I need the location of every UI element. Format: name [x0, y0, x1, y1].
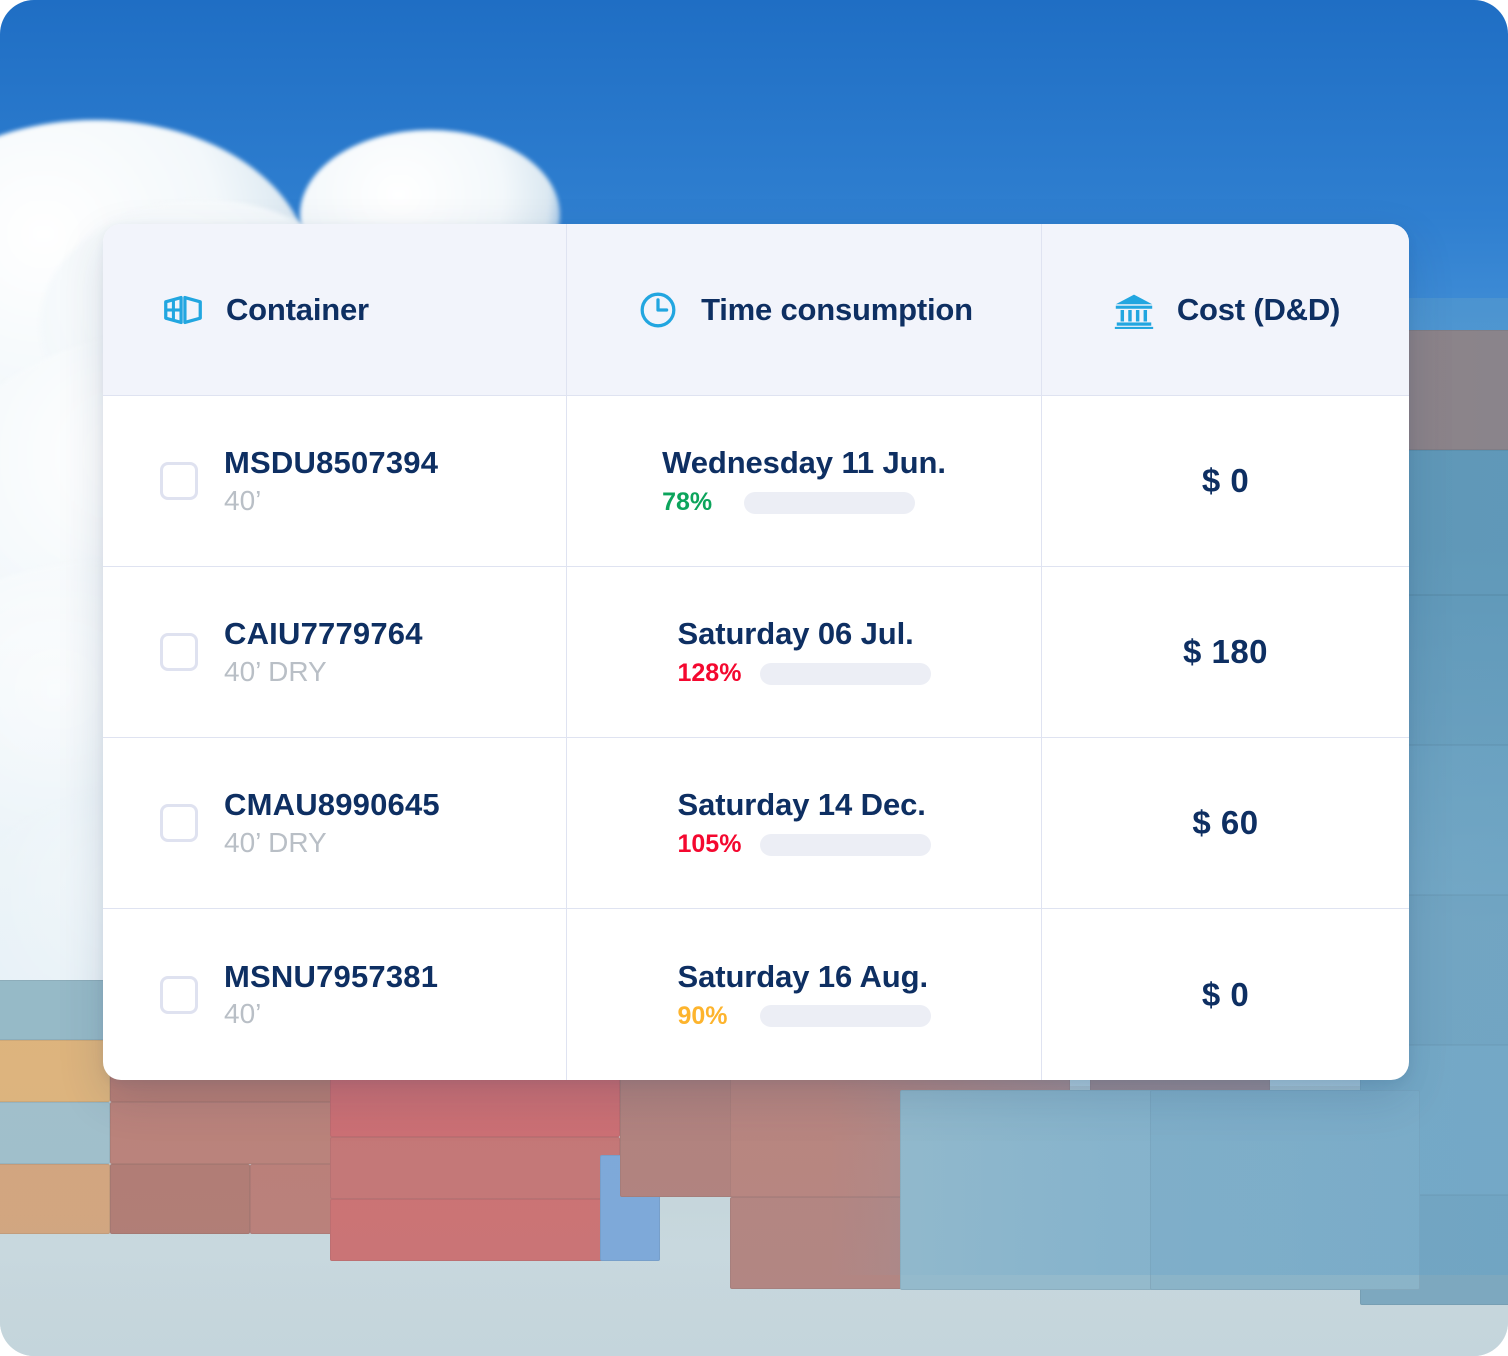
table-row: CAIU7779764 40’ DRY Saturday 06 Jul. 128…: [103, 567, 1409, 738]
cell-time-consumption: Saturday 16 Aug. 90%: [566, 909, 1041, 1080]
container-id: MSDU8507394: [224, 445, 439, 481]
container-stack-far-right: [900, 1090, 1420, 1300]
container-type: 40’: [224, 998, 262, 1030]
cell-container: MSDU8507394 40’: [103, 396, 566, 567]
container-id: MSNU7957381: [224, 958, 439, 994]
container-type: 40’ DRY: [224, 826, 327, 858]
column-header-time-consumption[interactable]: Time consumption: [566, 224, 1041, 396]
container-stack-mid-left: [330, 1075, 660, 1275]
cost-value: $ 180: [1182, 633, 1269, 670]
cell-container: MSNU7957381 40’: [103, 909, 566, 1080]
container-type: 40’: [224, 484, 262, 516]
column-header-label: Time consumption: [701, 291, 973, 327]
progress-bar: 128%: [678, 659, 931, 688]
table-row: MSDU8507394 40’ Wednesday 11 Jun. 78% $ …: [103, 396, 1409, 567]
cost-value: $ 60: [1192, 804, 1259, 841]
column-header-label: Cost (D&D): [1176, 291, 1341, 327]
time-date: Saturday 14 Dec.: [677, 787, 926, 822]
container-type: 40’ DRY: [224, 655, 327, 687]
shipping-container-icon: [160, 287, 206, 333]
progress-bar: 78%: [662, 488, 916, 517]
progress-percent-label: 105%: [677, 830, 742, 858]
progress-percent-label: 78%: [662, 488, 713, 516]
cell-container: CAIU7779764 40’ DRY: [103, 567, 566, 738]
clock-icon: [635, 287, 681, 333]
time-date: Saturday 16 Aug.: [677, 958, 929, 994]
progress-track: [759, 833, 931, 856]
row-checkbox[interactable]: [160, 804, 198, 842]
container-table-card: Container Time consumption: [103, 224, 1409, 1080]
progress-bar: 90%: [678, 1002, 931, 1031]
container-id: CMAU8990645: [224, 787, 440, 823]
progress-percent-label: 128%: [677, 659, 742, 687]
bank-icon: [1111, 287, 1157, 333]
table-row: MSNU7957381 40’ Saturday 16 Aug. 90% $ 0: [103, 909, 1409, 1080]
cell-time-consumption: Saturday 06 Jul. 128%: [566, 567, 1041, 738]
cell-cost: $ 0: [1041, 909, 1409, 1080]
cell-time-consumption: Saturday 14 Dec. 105%: [566, 738, 1041, 909]
progress-track: [744, 491, 916, 514]
cell-container: CMAU8990645 40’ DRY: [103, 738, 566, 909]
container-id: CAIU7779764: [224, 616, 423, 652]
column-header-cost[interactable]: Cost (D&D): [1041, 224, 1409, 396]
time-date: Wednesday 11 Jun.: [662, 445, 946, 480]
cost-value: $ 0: [1201, 975, 1250, 1013]
row-checkbox[interactable]: [160, 975, 198, 1014]
progress-percent-label: 90%: [677, 1001, 728, 1030]
progress-track: [759, 662, 931, 685]
table-header-row: Container Time consumption: [103, 224, 1409, 396]
cell-cost: $ 0: [1041, 396, 1409, 567]
progress-bar: 105%: [678, 830, 931, 859]
row-checkbox[interactable]: [160, 462, 198, 500]
column-header-container[interactable]: Container: [103, 224, 566, 396]
table-row: CMAU8990645 40’ DRY Saturday 14 Dec. 105…: [103, 738, 1409, 909]
column-header-label: Container: [226, 291, 369, 327]
cell-cost: $ 60: [1041, 738, 1409, 909]
row-checkbox[interactable]: [160, 633, 198, 671]
cost-value: $ 0: [1201, 462, 1250, 499]
cell-cost: $ 180: [1041, 567, 1409, 738]
progress-track: [759, 1005, 931, 1027]
time-date: Saturday 06 Jul.: [677, 616, 914, 651]
cell-time-consumption: Wednesday 11 Jun. 78%: [566, 396, 1041, 567]
